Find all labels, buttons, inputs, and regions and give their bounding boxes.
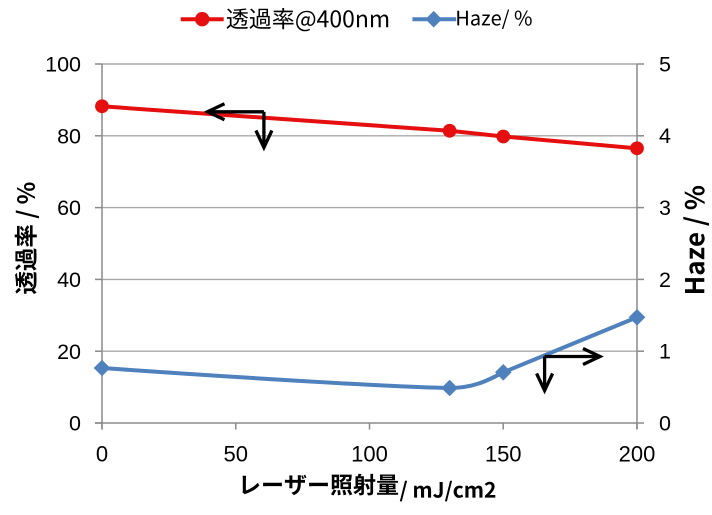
svg-text:150: 150	[485, 442, 522, 467]
svg-text:80: 80	[57, 124, 81, 148]
svg-text:0: 0	[69, 412, 81, 436]
svg-text:1: 1	[659, 340, 671, 364]
svg-text:100: 100	[45, 53, 81, 77]
svg-text:0: 0	[96, 442, 108, 467]
svg-text:2: 2	[659, 268, 671, 292]
svg-text:4: 4	[659, 124, 671, 148]
svg-text:60: 60	[57, 196, 81, 220]
svg-text:40: 40	[57, 268, 81, 292]
svg-text:100: 100	[351, 442, 388, 467]
svg-text:5: 5	[659, 52, 671, 76]
svg-text:50: 50	[224, 442, 248, 467]
svg-text:20: 20	[57, 340, 81, 364]
svg-text:0: 0	[659, 411, 671, 435]
svg-text:3: 3	[659, 196, 671, 220]
svg-text:200: 200	[619, 442, 656, 467]
